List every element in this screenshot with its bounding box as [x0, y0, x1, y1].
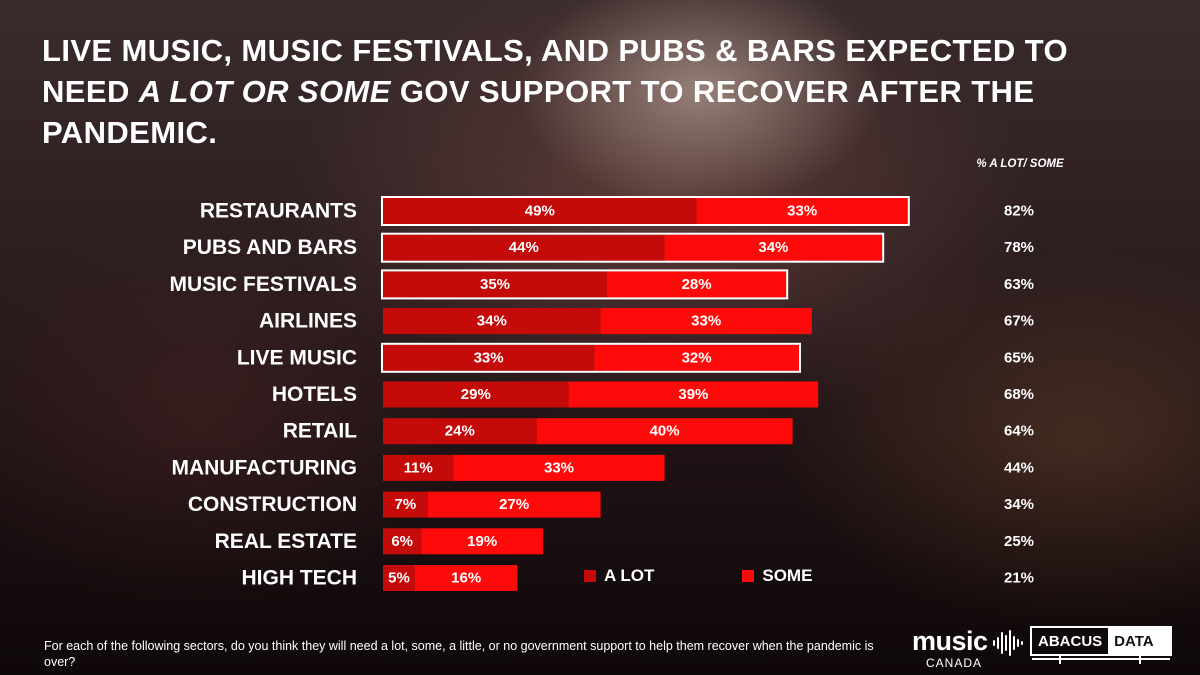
data-label-a-lot-real-estate: 6% — [391, 533, 413, 550]
title-part-2: GOV SUPPORT TO RECOVER AFTER THE PANDEMI… — [42, 74, 1035, 150]
legend-swatch-a-lot — [584, 570, 596, 582]
bar-a-lot-hotels — [383, 381, 569, 408]
category-label-live-music: LIVE MUSIC — [237, 346, 357, 369]
bar-some-music-festivals — [607, 271, 787, 298]
total-value-high-tech: 21% — [1004, 570, 1034, 587]
survey-question: For each of the following sectors, do yo… — [44, 639, 874, 669]
data-label-some-retail: 40% — [650, 423, 680, 440]
chart-legend: A LOT SOME — [584, 566, 900, 586]
total-value-music-festivals: 63% — [1004, 276, 1034, 293]
category-label-high-tech: HIGH TECH — [242, 567, 358, 590]
total-value-pubs-and-bars: 78% — [1004, 239, 1034, 256]
total-value-retail: 64% — [1004, 423, 1034, 440]
data-label-some-airlines: 33% — [691, 313, 721, 330]
bar-some-airlines — [600, 308, 812, 335]
highlight-border-restaurants — [381, 196, 910, 226]
data-label-some-construction: 27% — [499, 496, 529, 513]
category-label-real-estate: REAL ESTATE — [215, 530, 357, 553]
data-label-a-lot-music-festivals: 35% — [480, 276, 510, 293]
bar-some-retail — [536, 418, 793, 445]
data-label-a-lot-high-tech: 5% — [388, 570, 410, 587]
category-label-retail: RETAIL — [283, 420, 357, 443]
data-label-a-lot-pubs-and-bars: 44% — [509, 239, 539, 256]
bar-a-lot-construction — [383, 491, 428, 518]
data-label-a-lot-restaurants: 49% — [525, 203, 555, 220]
category-label-restaurants: RESTAURANTS — [200, 200, 357, 223]
abacus-data-logo-left: ABACUS — [1038, 632, 1103, 650]
bar-a-lot-manufacturing — [383, 454, 454, 481]
category-label-pubs-and-bars: PUBS AND BARS — [183, 236, 357, 259]
data-label-a-lot-manufacturing: 11% — [404, 459, 433, 476]
abacus-data-logo-right: DATA — [1108, 628, 1170, 654]
legend-label-some: SOME — [762, 566, 813, 585]
data-label-a-lot-retail: 24% — [445, 423, 475, 440]
data-label-a-lot-live-music: 33% — [474, 349, 504, 366]
bar-some-pubs-and-bars — [664, 234, 883, 261]
total-value-construction: 34% — [1004, 496, 1034, 513]
bar-some-restaurants — [696, 198, 908, 224]
data-label-some-music-festivals: 28% — [682, 276, 712, 293]
bar-some-real-estate — [421, 528, 543, 555]
total-value-airlines: 67% — [1004, 313, 1034, 330]
total-column-header: % A LOT/ SOME — [976, 158, 1064, 170]
data-label-some-hotels: 39% — [678, 386, 708, 403]
abacus-data-logo: ABACUS DATA — [1030, 626, 1174, 666]
bar-some-hotels — [568, 381, 819, 408]
bar-a-lot-real-estate — [383, 528, 422, 555]
title-emphasis: A LOT OR SOME — [138, 74, 391, 109]
total-value-manufacturing: 44% — [1004, 459, 1034, 476]
data-label-a-lot-construction: 7% — [395, 496, 417, 513]
title-part-1: LIVE MUSIC, MUSIC FESTIVALS, AND PUBS & … — [42, 33, 1068, 109]
legend-swatch-some — [742, 570, 755, 582]
music-canada-logo-word: music — [912, 626, 988, 656]
legend-item-some: SOME — [742, 566, 812, 586]
bar-some-live-music — [594, 344, 799, 371]
data-label-a-lot-airlines: 34% — [477, 313, 507, 330]
highlight-border-live-music — [381, 342, 801, 373]
bar-a-lot-airlines — [383, 308, 601, 335]
total-value-hotels: 68% — [1004, 386, 1034, 403]
bar-a-lot-high-tech — [383, 565, 415, 591]
data-label-some-real-estate: 19% — [467, 533, 497, 550]
music-canada-logo-sub: CANADA — [926, 656, 983, 670]
data-label-some-pubs-and-bars: 34% — [758, 239, 788, 256]
legend-item-a-lot: A LOT — [584, 566, 654, 586]
chart-title: LIVE MUSIC, MUSIC FESTIVALS, AND PUBS & … — [42, 30, 1162, 153]
data-label-some-high-tech: 16% — [451, 570, 481, 587]
total-value-live-music: 65% — [1004, 349, 1034, 366]
data-label-a-lot-hotels: 29% — [461, 386, 491, 403]
data-label-some-manufacturing: 33% — [544, 459, 574, 476]
total-value-real-estate: 25% — [1004, 533, 1034, 550]
data-label-some-live-music: 32% — [682, 349, 712, 366]
bar-a-lot-live-music — [383, 344, 595, 371]
soundwave-icon — [993, 630, 1023, 656]
bar-some-high-tech — [415, 565, 518, 591]
category-label-manufacturing: MANUFACTURING — [172, 456, 357, 479]
data-label-some-restaurants: 33% — [787, 203, 817, 220]
highlight-border-music-festivals — [381, 269, 789, 300]
music-canada-logo: music CANADA — [912, 626, 1024, 670]
category-label-construction: CONSTRUCTION — [188, 493, 357, 516]
legend-label-a-lot: A LOT — [604, 566, 655, 585]
abacus-data-logo-box: ABACUS DATA — [1030, 626, 1172, 656]
bar-a-lot-pubs-and-bars — [383, 234, 665, 261]
bar-a-lot-retail — [383, 418, 537, 445]
category-label-music-festivals: MUSIC FESTIVALS — [170, 273, 357, 296]
abacus-underline-icon — [1032, 655, 1170, 664]
bar-some-manufacturing — [453, 454, 665, 481]
bar-a-lot-restaurants — [383, 198, 697, 224]
bar-a-lot-music-festivals — [383, 271, 607, 298]
highlight-border-pubs-and-bars — [381, 232, 885, 263]
category-label-hotels: HOTELS — [272, 383, 357, 406]
total-value-restaurants: 82% — [1004, 203, 1034, 220]
category-label-airlines: AIRLINES — [259, 310, 357, 333]
bar-some-construction — [427, 491, 601, 518]
